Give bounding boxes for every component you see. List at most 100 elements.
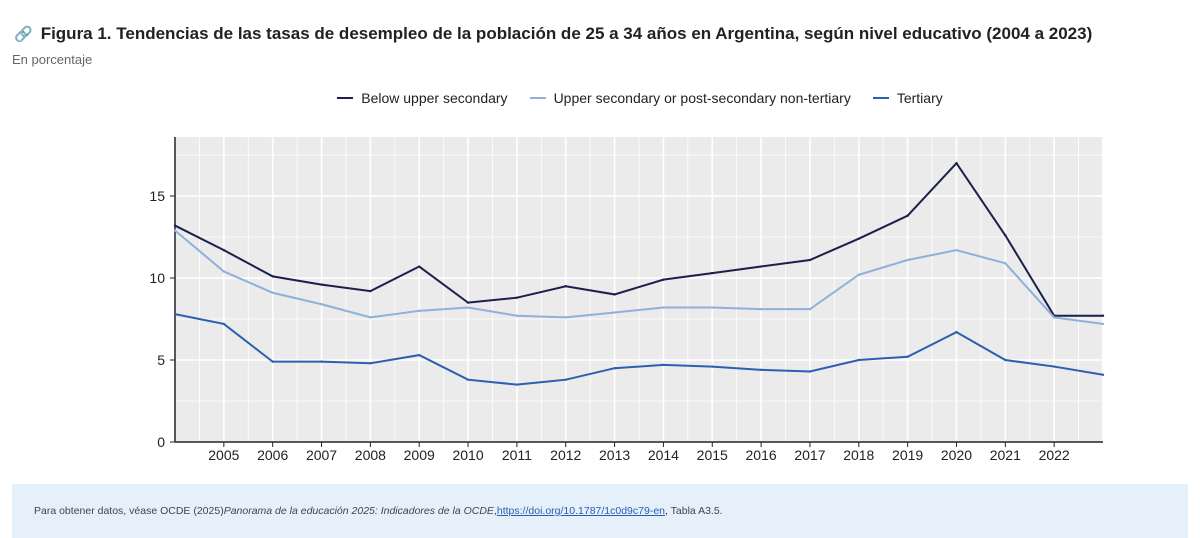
x-tick-label: 2019 xyxy=(892,447,923,463)
legend-item[interactable]: Tertiary xyxy=(872,90,943,106)
x-tick-label: 2012 xyxy=(550,447,581,463)
legend-label: Tertiary xyxy=(896,90,943,106)
figure-subtitle: En porcentaje xyxy=(12,52,93,67)
data-point xyxy=(320,283,323,286)
data-point xyxy=(857,237,860,240)
data-point xyxy=(711,365,714,368)
data-point xyxy=(955,330,958,334)
legend-swatch xyxy=(529,97,546,99)
data-point xyxy=(222,322,226,326)
data-point xyxy=(320,303,323,306)
data-point xyxy=(1004,234,1007,237)
data-point xyxy=(564,316,567,319)
legend-item[interactable]: Below upper secondary xyxy=(337,90,508,106)
legend: Below upper secondary Upper secondary or … xyxy=(0,90,1200,106)
data-point xyxy=(418,309,421,313)
data-point xyxy=(515,314,519,317)
data-point xyxy=(808,307,812,311)
data-point xyxy=(662,306,665,309)
data-point xyxy=(173,224,177,227)
x-tick-label: 2017 xyxy=(794,447,825,463)
data-point xyxy=(418,353,421,357)
data-point xyxy=(515,383,519,386)
data-point xyxy=(222,248,226,252)
legend-swatch xyxy=(872,97,889,99)
series-line-2 xyxy=(174,313,1104,386)
x-tick-label: 2014 xyxy=(648,447,679,463)
data-point xyxy=(613,293,616,296)
x-tick-label: 2013 xyxy=(599,447,630,463)
x-tick-label: 2021 xyxy=(990,447,1021,463)
x-tick-label: 2006 xyxy=(257,447,288,463)
data-point xyxy=(564,378,567,381)
x-tick-label: 2020 xyxy=(941,447,972,463)
data-point xyxy=(662,363,665,367)
data-point xyxy=(271,275,274,278)
data-point xyxy=(906,258,909,262)
data-point xyxy=(515,296,519,299)
x-tick-label: 2022 xyxy=(1039,447,1070,463)
data-point xyxy=(466,378,470,381)
line-chart: 0 5 10 15 2005 2006 2007 2008 2009 2010 2011 2012 20… xyxy=(149,137,1105,463)
data-point xyxy=(759,368,763,372)
data-point xyxy=(1004,262,1007,265)
data-point xyxy=(466,301,470,304)
figure-title: 🔗 Figura 1. Tendencias de las tasas de d… xyxy=(14,24,1092,44)
data-point xyxy=(369,316,372,319)
link-icon[interactable]: 🔗 xyxy=(14,26,33,43)
x-tick-label: 2005 xyxy=(208,447,239,463)
data-point xyxy=(857,358,860,362)
legend-label: Below upper secondary xyxy=(361,90,508,106)
data-point xyxy=(808,370,812,373)
data-point xyxy=(808,258,812,262)
x-tick-label: 2018 xyxy=(843,447,874,463)
y-tick-label: 10 xyxy=(149,270,165,286)
data-point xyxy=(955,248,958,252)
data-point xyxy=(955,162,958,165)
source-link[interactable]: https://doi.org/10.1787/1c0d9c79-en xyxy=(496,505,665,517)
data-point xyxy=(320,360,323,363)
data-point xyxy=(906,214,909,217)
data-point xyxy=(271,291,274,294)
x-tick-label: 2007 xyxy=(306,447,337,463)
data-point xyxy=(662,278,665,281)
data-point xyxy=(564,285,567,288)
x-tick-label: 2010 xyxy=(452,447,483,463)
data-point xyxy=(857,273,860,276)
data-point xyxy=(466,306,470,309)
data-point xyxy=(271,360,274,363)
data-point xyxy=(906,355,909,358)
data-point xyxy=(613,367,616,370)
data-point xyxy=(711,306,714,309)
data-point xyxy=(369,289,372,293)
data-point xyxy=(711,271,714,275)
data-point xyxy=(222,270,226,273)
y-tick-label: 15 xyxy=(149,188,165,204)
y-tick-label: 5 xyxy=(157,352,165,368)
data-point xyxy=(1101,373,1105,376)
x-tick-label: 2008 xyxy=(355,447,386,463)
source-publication: Panorama de la educación 2025: Indicador… xyxy=(223,505,494,517)
y-tick-label: 0 xyxy=(157,434,165,450)
x-tick-label: 2011 xyxy=(502,447,532,463)
legend-label: Upper secondary or post-secondary non-te… xyxy=(553,90,851,106)
data-point xyxy=(173,229,177,232)
series-line-1 xyxy=(174,229,1104,325)
x-tick-label: 2016 xyxy=(746,447,777,463)
series-line-0 xyxy=(174,161,1103,317)
data-point xyxy=(173,312,177,316)
data-point xyxy=(1101,314,1105,317)
data-point xyxy=(1101,322,1105,326)
x-tick-label: 2015 xyxy=(697,447,728,463)
data-point xyxy=(1052,365,1056,368)
data-point xyxy=(759,265,763,268)
data-point xyxy=(1004,358,1007,362)
source-note: Para obtener datos, véase OCDE (2025) Pa… xyxy=(12,484,1188,538)
data-point xyxy=(418,265,421,268)
source-sep: , xyxy=(493,505,497,517)
figure-title-text: Figura 1. Tendencias de las tasas de des… xyxy=(40,24,1093,43)
legend-swatch xyxy=(337,97,354,99)
legend-item[interactable]: Upper secondary or post-secondary non-te… xyxy=(529,90,851,106)
source-prefix: Para obtener datos, véase OCDE (2025) xyxy=(34,505,224,517)
data-point xyxy=(613,311,616,314)
